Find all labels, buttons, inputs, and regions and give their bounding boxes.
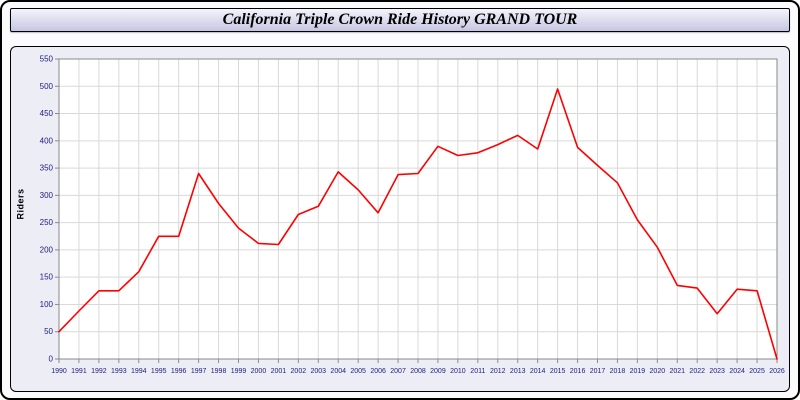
svg-text:2026: 2026 [769, 368, 785, 375]
svg-text:2009: 2009 [430, 368, 446, 375]
svg-text:2017: 2017 [590, 368, 606, 375]
svg-text:2020: 2020 [650, 368, 666, 375]
svg-text:2025: 2025 [749, 368, 765, 375]
svg-text:1993: 1993 [111, 368, 127, 375]
svg-text:1995: 1995 [151, 368, 167, 375]
svg-text:250: 250 [40, 218, 54, 227]
svg-text:2004: 2004 [330, 368, 346, 375]
chart-panel: Riders 0 50 100 150 200 250 300 350 400 450 500 550… [10, 46, 790, 392]
svg-text:2000: 2000 [251, 368, 267, 375]
svg-text:2015: 2015 [550, 368, 566, 375]
svg-text:2022: 2022 [689, 368, 705, 375]
svg-text:500: 500 [40, 82, 54, 91]
svg-text:2013: 2013 [510, 368, 526, 375]
svg-text:1996: 1996 [171, 368, 187, 375]
svg-text:450: 450 [40, 109, 54, 118]
svg-text:2010: 2010 [450, 368, 466, 375]
svg-text:1991: 1991 [71, 368, 87, 375]
svg-text:2002: 2002 [291, 368, 307, 375]
svg-text:2021: 2021 [669, 368, 685, 375]
svg-text:300: 300 [40, 191, 54, 200]
svg-text:2011: 2011 [470, 368, 485, 375]
svg-text:1999: 1999 [231, 368, 247, 375]
ride-history-line-chart: 0 50 100 150 200 250 300 350 400 450 500 550 1990 199… [40, 55, 785, 376]
svg-text:2012: 2012 [490, 368, 506, 375]
svg-text:1997: 1997 [191, 368, 207, 375]
svg-text:2008: 2008 [410, 368, 426, 375]
svg-text:100: 100 [40, 300, 54, 309]
svg-text:2019: 2019 [630, 368, 646, 375]
svg-text:150: 150 [40, 273, 54, 282]
svg-text:200: 200 [40, 245, 54, 254]
chart-title-bar: California Triple Crown Ride History GRA… [10, 8, 790, 32]
svg-text:350: 350 [40, 164, 54, 173]
svg-text:2023: 2023 [709, 368, 725, 375]
svg-text:550: 550 [40, 55, 54, 64]
svg-text:2016: 2016 [570, 368, 586, 375]
svg-text:2018: 2018 [610, 368, 626, 375]
svg-text:400: 400 [40, 136, 54, 145]
svg-text:1990: 1990 [51, 368, 67, 375]
svg-text:2007: 2007 [390, 368, 406, 375]
svg-text:2003: 2003 [310, 368, 326, 375]
svg-text:50: 50 [44, 327, 53, 336]
svg-text:1994: 1994 [131, 368, 147, 375]
svg-text:1998: 1998 [211, 368, 227, 375]
svg-text:1992: 1992 [91, 368, 107, 375]
svg-text:2006: 2006 [370, 368, 386, 375]
page-title: California Triple Crown Ride History GRA… [222, 11, 578, 28]
svg-text:2024: 2024 [729, 368, 745, 375]
svg-text:2014: 2014 [530, 368, 546, 375]
svg-text:2005: 2005 [350, 368, 366, 375]
svg-text:2001: 2001 [271, 368, 287, 375]
svg-text:0: 0 [49, 355, 54, 364]
